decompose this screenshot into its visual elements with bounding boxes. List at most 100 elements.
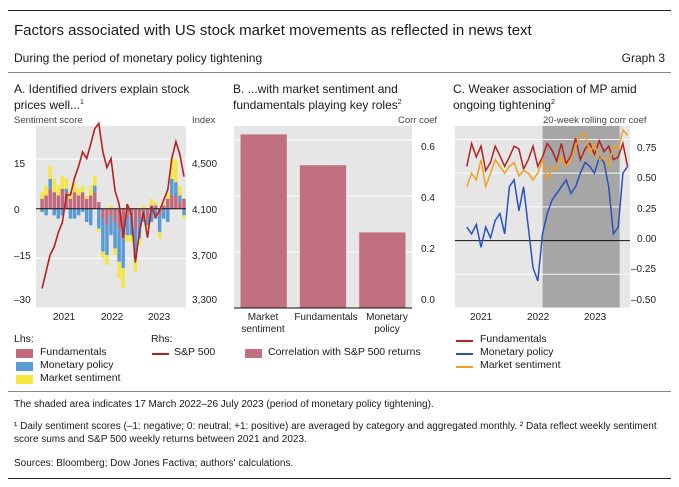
footnote-shaded: The shaded area indicates 17 March 2022–… <box>14 399 434 410</box>
bar-market-sentiment <box>44 185 48 196</box>
bar-fundamentals <box>133 208 138 229</box>
bar-monetary-policy <box>178 195 182 203</box>
bar-monetary-policy <box>170 178 174 196</box>
line-sp500 <box>41 121 185 289</box>
bar-market-sentiment <box>182 215 186 219</box>
bar-fundamentals <box>101 208 105 219</box>
legend-label-c-fundamentals: Fundamentals <box>480 333 547 345</box>
bar-market-sentiment <box>141 205 146 209</box>
bar-market-sentiment <box>80 185 85 193</box>
panel-c-x-tick: 2021 <box>470 312 493 323</box>
bar-monetary-policy <box>76 208 81 216</box>
bar-monetary-policy <box>88 208 93 226</box>
panel-c-y-tick: –0.50 <box>631 295 657 306</box>
bar-fundamentals <box>40 198 44 209</box>
bar-correlation <box>240 134 287 308</box>
panel-b-category: Monetary policy <box>366 312 408 335</box>
legend-swatch-correlation <box>245 349 262 358</box>
bar-market-sentiment <box>88 185 93 196</box>
bar-monetary-policy <box>48 178 52 189</box>
bar-market-sentiment <box>170 159 174 179</box>
bar-market-sentiment <box>72 182 77 193</box>
bar-fundamentals <box>44 195 48 209</box>
bar-fundamentals <box>60 188 65 209</box>
bar-fundamentals <box>182 198 186 209</box>
bar-fundamentals <box>93 192 97 209</box>
panel-c-y-tick: 0.25 <box>637 204 657 215</box>
bar-fundamentals <box>125 208 129 219</box>
panel-a-lhs-label: Sentiment score <box>14 115 83 126</box>
bar-fundamentals <box>52 192 56 209</box>
bar-monetary-policy <box>105 225 109 256</box>
header-rule <box>8 72 671 73</box>
bar-market-sentiment <box>60 175 65 189</box>
panel-c-y-tick: 0.50 <box>637 173 657 184</box>
bar-fundamentals <box>117 208 121 229</box>
bar-monetary-policy <box>153 208 158 219</box>
bar-monetary-policy <box>52 208 56 216</box>
bar-fundamentals <box>76 195 81 209</box>
bar-market-sentiment <box>97 228 101 232</box>
bar-fundamentals <box>170 195 174 209</box>
bar-market-sentiment <box>40 192 44 199</box>
panel-a-lhs-tick: 0 <box>14 205 20 216</box>
bar-monetary-policy <box>166 208 170 222</box>
bar-fundamentals <box>129 208 134 216</box>
bar-monetary-policy <box>149 208 154 222</box>
legend-swatch-sentiment <box>16 375 33 384</box>
bar-fundamentals <box>56 195 61 209</box>
bar-monetary-policy <box>40 208 44 213</box>
panel-b-title: B. ...with market sentiment and fundamen… <box>233 82 402 112</box>
bar-market-sentiment <box>166 192 170 199</box>
bar-market-sentiment <box>113 248 117 256</box>
bar-market-sentiment <box>93 175 97 186</box>
graph-number: Graph 3 <box>621 51 665 65</box>
bar-market-sentiment <box>76 188 81 196</box>
graph-title: Factors associated with US stock market … <box>14 22 532 39</box>
bar-monetary-policy <box>157 215 162 232</box>
bottom-rule <box>8 478 671 479</box>
bar-market-sentiment <box>157 231 162 239</box>
bar-fundamentals <box>137 208 142 219</box>
panel-a-rhs-tick: 3,700 <box>192 251 218 262</box>
bar-market-sentiment <box>145 225 150 229</box>
bar-fundamentals <box>145 208 150 219</box>
panel-c-y-tick: 0.00 <box>637 234 657 245</box>
legend-swatch-monetary <box>16 362 33 371</box>
bar-monetary-policy <box>84 208 89 222</box>
bar-fundamentals <box>121 208 125 239</box>
bar-fundamentals <box>166 198 170 209</box>
legend-lhs-title: Lhs: <box>14 333 34 345</box>
bar-fundamentals <box>141 208 146 213</box>
bar-monetary-policy <box>125 218 129 236</box>
bar-market-sentiment <box>137 238 142 246</box>
panel-a-x-tick: 2021 <box>53 312 76 323</box>
legend-swatch-fundamentals <box>16 349 33 358</box>
panel-a-rhs-tick: 4,100 <box>192 205 218 216</box>
bar-monetary-policy <box>161 208 166 219</box>
panel-c-x-tick: 2023 <box>584 312 607 323</box>
bar-market-sentiment <box>161 202 166 206</box>
bar-fundamentals <box>178 202 182 209</box>
bar-market-sentiment <box>84 195 89 199</box>
panel-c-axis-label: 20-week rolling corr coef <box>543 115 647 126</box>
panel-b-category: Fundamentals <box>294 312 358 323</box>
bar-market-sentiment <box>105 255 109 265</box>
bar-monetary-policy <box>133 228 138 259</box>
bar-fundamentals <box>113 208 117 222</box>
bar-monetary-policy <box>60 208 65 216</box>
panel-a-rhs-tick: 3,300 <box>192 295 218 306</box>
bar-monetary-policy <box>117 228 121 262</box>
bar-fundamentals <box>68 198 73 209</box>
bar-market-sentiment <box>117 261 121 279</box>
panel-a-x-tick: 2022 <box>101 312 124 323</box>
panel-a-title: A. Identified drivers explain stock pric… <box>14 82 190 112</box>
panel-c-title: C. Weaker association of MP amid ongoing… <box>453 82 637 112</box>
panel-a-lhs-tick: –15 <box>14 251 31 262</box>
footnote-rule <box>8 391 671 392</box>
line-market-sentiment <box>466 128 629 190</box>
bar-monetary-policy <box>121 238 125 269</box>
legend-label-sentiment: Market sentiment <box>40 372 121 384</box>
bar-monetary-policy <box>68 208 73 219</box>
panel-b-plot <box>234 126 412 309</box>
